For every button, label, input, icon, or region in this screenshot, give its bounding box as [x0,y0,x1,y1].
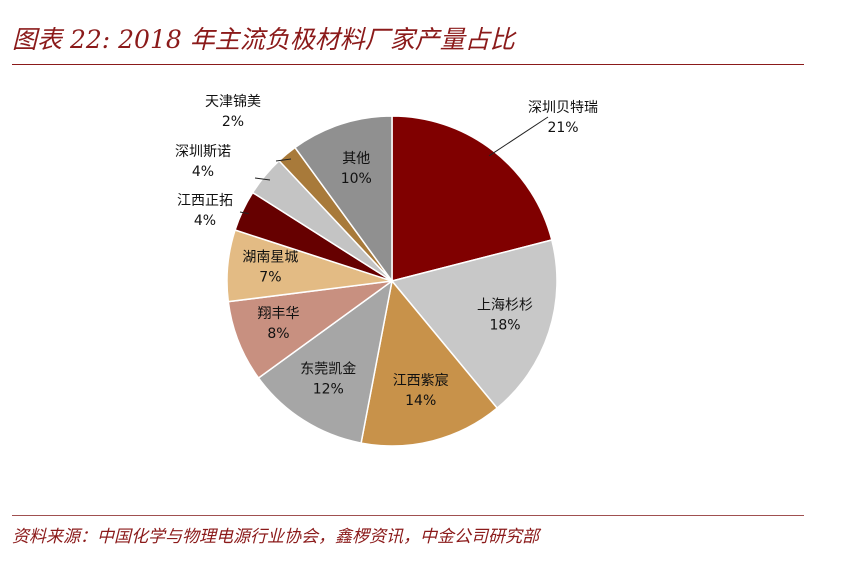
slice-value-label: 4% [192,164,214,180]
slice-label: 东莞凯金 [300,361,356,377]
pie-slice [293,115,393,284]
slice-label: 江西正拓 [177,193,233,209]
slice-label: 其他 [342,151,370,167]
slice-value-label: 7% [259,270,281,286]
slice-label: 湖南星城 [242,250,298,266]
leader-line [275,158,292,162]
slice-label: 江西紫宸 [393,372,449,389]
slice-label: 上海杉杉 [477,298,533,314]
slice-value-label: 18% [489,318,520,334]
slice-value-label: 21% [547,120,578,136]
source-note: 资料来源：中国化学与物理电源行业协会，鑫椤资讯，中金公司研究部 [12,527,539,547]
slice-value-label: 8% [267,326,289,342]
pie-slice [257,279,394,444]
pie-slice [390,239,558,410]
slice-label: 天津锦美 [205,93,261,110]
slice-label: 深圳贝特瑞 [528,100,598,116]
source-divider [12,515,804,516]
leader-line [488,116,549,157]
slice-value-label: 10% [341,171,372,187]
slice-value-label: 12% [313,381,344,397]
slice-label: 翔丰华 [258,306,300,322]
slice-value-label: 4% [194,213,216,229]
slice-value-label: 14% [405,393,436,409]
leader-line [254,177,271,181]
figure-title: 图表 22: 2018 年主流负极材料厂家产量占比 [12,25,515,54]
leader-line [239,211,249,215]
title-divider [12,64,804,65]
pie-slice [360,279,499,447]
slice-value-label: 2% [222,114,244,130]
pie-slice [391,115,553,282]
slice-label: 深圳斯诺 [175,144,231,160]
